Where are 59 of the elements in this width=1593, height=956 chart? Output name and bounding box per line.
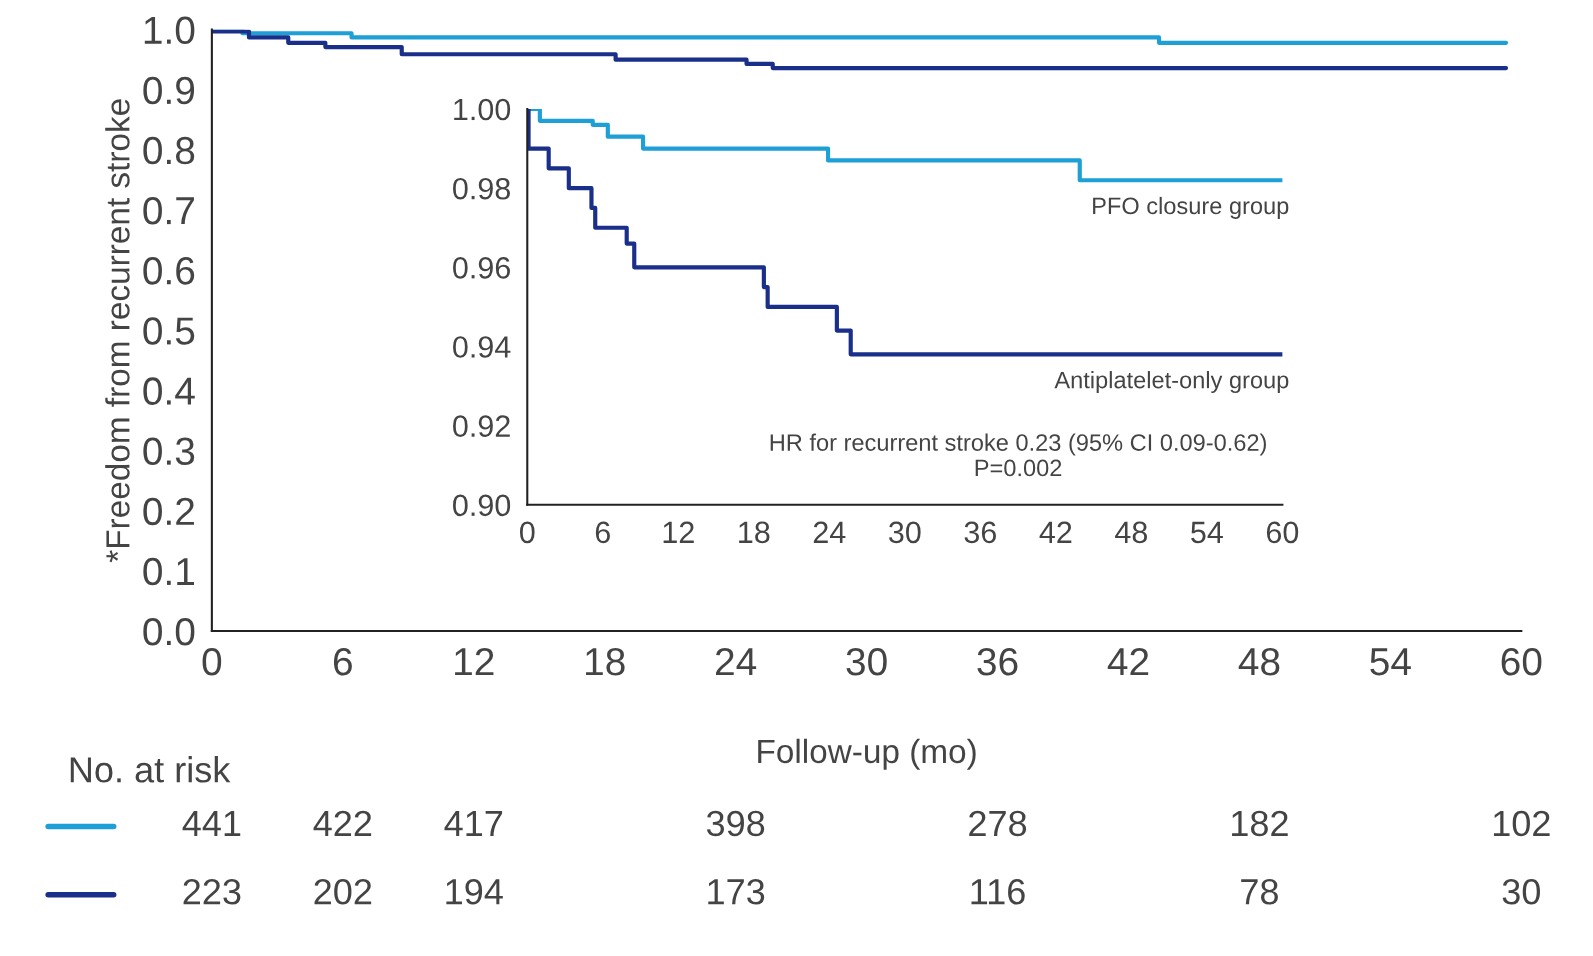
text: 441 [182,811,241,836]
series-label: PFO closure group [1093,196,1289,219]
series-label: Antiplatelet-only group [1054,371,1289,394]
text: 278 [969,810,1027,837]
y-tick-label: 0.9 [143,76,195,105]
x-tick-label: 30 [889,521,921,544]
x-tick-label: 36 [977,647,1018,676]
x-tick-label: 6 [595,521,610,544]
annotation: HR for recurrent stroke 0.23 (95% CI 0.09-0.62) P=0.002 [770,433,1266,477]
x-tick-label: 30 [846,647,887,676]
text: 398 [706,810,765,837]
y-tick-label: 0.98 [453,177,510,200]
y-tick-label: 0.96 [453,257,510,279]
y-tick-label: 0.0 [143,617,195,646]
x-tick-label: 0 [519,521,535,544]
y-tick-label: 0.7 [143,196,194,225]
y-tick-label: 0.2 [143,497,194,526]
x-tick-label: 42 [1107,647,1149,676]
y-tick-label: 0.4 [143,377,195,405]
x-tick-label: 54 [1370,648,1411,676]
text: 102 [1493,810,1550,837]
text: 223 [183,878,241,905]
text: 422 [313,810,372,836]
x-tick-label: 48 [1238,647,1280,676]
text: 116 [971,878,1025,905]
y-tick-label: 0.3 [143,437,195,466]
y-tick-label: 0.92 [453,415,510,437]
text: 417 [444,811,503,836]
y-tick-label: 1.00 [454,98,511,121]
x-tick-label: 54 [1191,521,1223,544]
text: 78 [1241,878,1278,905]
x-tick-label: 6 [333,647,352,676]
y-tick-label: 0.90 [453,494,511,517]
y-tick-label: 0.8 [143,136,195,165]
x-axis-title: Follow-up (mo) [758,738,976,770]
x-tick-label: 0 [202,647,222,676]
y-tick-label: 0.5 [143,317,195,345]
x-tick-label: 24 [715,647,757,676]
text: 173 [708,878,765,905]
text: 194 [446,878,503,905]
text: 30 [1502,878,1540,905]
x-tick-label: 60 [1501,647,1542,676]
x-tick-label: 48 [1115,521,1148,544]
text: 182 [1232,810,1288,837]
x-tick-label: 24 [813,521,846,543]
y-axis-title: *Freedom from recurrent stroke [105,99,130,563]
y-tick-label: 1.0 [144,16,195,45]
x-tick-label: 12 [455,647,494,676]
y-tick-label: 0.94 [453,336,511,358]
x-tick-label: 42 [1039,521,1072,543]
x-tick-label: 18 [739,521,770,544]
text: 202 [314,878,372,905]
x-tick-label: 36 [964,521,996,544]
x-tick-label: 60 [1266,521,1299,544]
x-tick-label: 12 [663,521,694,543]
text: No. at risk [70,756,231,783]
x-tick-label: 18 [586,647,625,676]
y-tick-label: 0.6 [143,257,195,285]
y-tick-label: 0.1 [143,557,194,586]
